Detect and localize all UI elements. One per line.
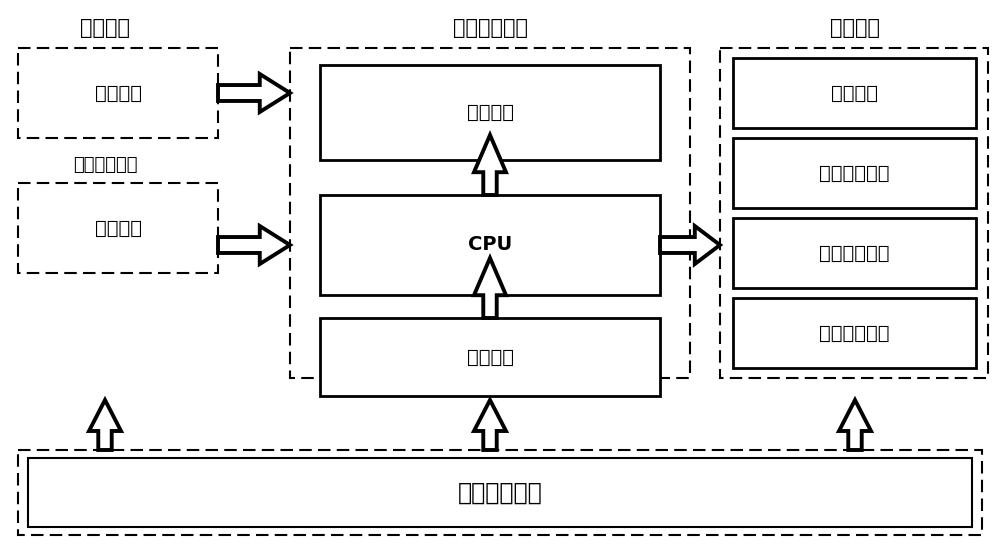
Bar: [320, 195, 660, 295]
Polygon shape: [474, 135, 506, 195]
Polygon shape: [474, 400, 506, 450]
Text: 信号回路模块: 信号回路模块: [819, 244, 890, 262]
Text: 辅助电路单元: 辅助电路单元: [73, 156, 137, 174]
Polygon shape: [839, 400, 871, 450]
Bar: [18, 450, 982, 535]
Bar: [18, 48, 218, 138]
Bar: [18, 183, 218, 273]
Polygon shape: [660, 226, 720, 264]
Text: 功能单元: 功能单元: [830, 18, 880, 38]
Text: 封装集成单元: 封装集成单元: [458, 480, 542, 505]
Bar: [320, 318, 660, 396]
Polygon shape: [218, 226, 290, 264]
Text: 输入模块: 输入模块: [466, 348, 514, 366]
Polygon shape: [89, 400, 121, 450]
Polygon shape: [218, 74, 290, 112]
Text: 标准电阻模块: 标准电阻模块: [819, 323, 890, 343]
Bar: [733, 138, 976, 208]
Bar: [320, 65, 660, 160]
Bar: [733, 58, 976, 128]
Text: 软件单元: 软件单元: [80, 18, 130, 38]
Bar: [28, 458, 972, 527]
Text: 基本电路单元: 基本电路单元: [452, 18, 528, 38]
Bar: [290, 48, 690, 378]
Text: 软件代码: 软件代码: [94, 84, 142, 102]
Bar: [720, 48, 988, 378]
Text: 触点检查模块: 触点检查模块: [819, 164, 890, 182]
Text: CPU: CPU: [468, 235, 512, 255]
Text: 显示模块: 显示模块: [466, 103, 514, 122]
Polygon shape: [474, 258, 506, 318]
Text: 直流电源: 直流电源: [94, 219, 142, 237]
Bar: [733, 218, 976, 288]
Bar: [733, 298, 976, 368]
Text: 测温模块: 测温模块: [831, 84, 878, 102]
